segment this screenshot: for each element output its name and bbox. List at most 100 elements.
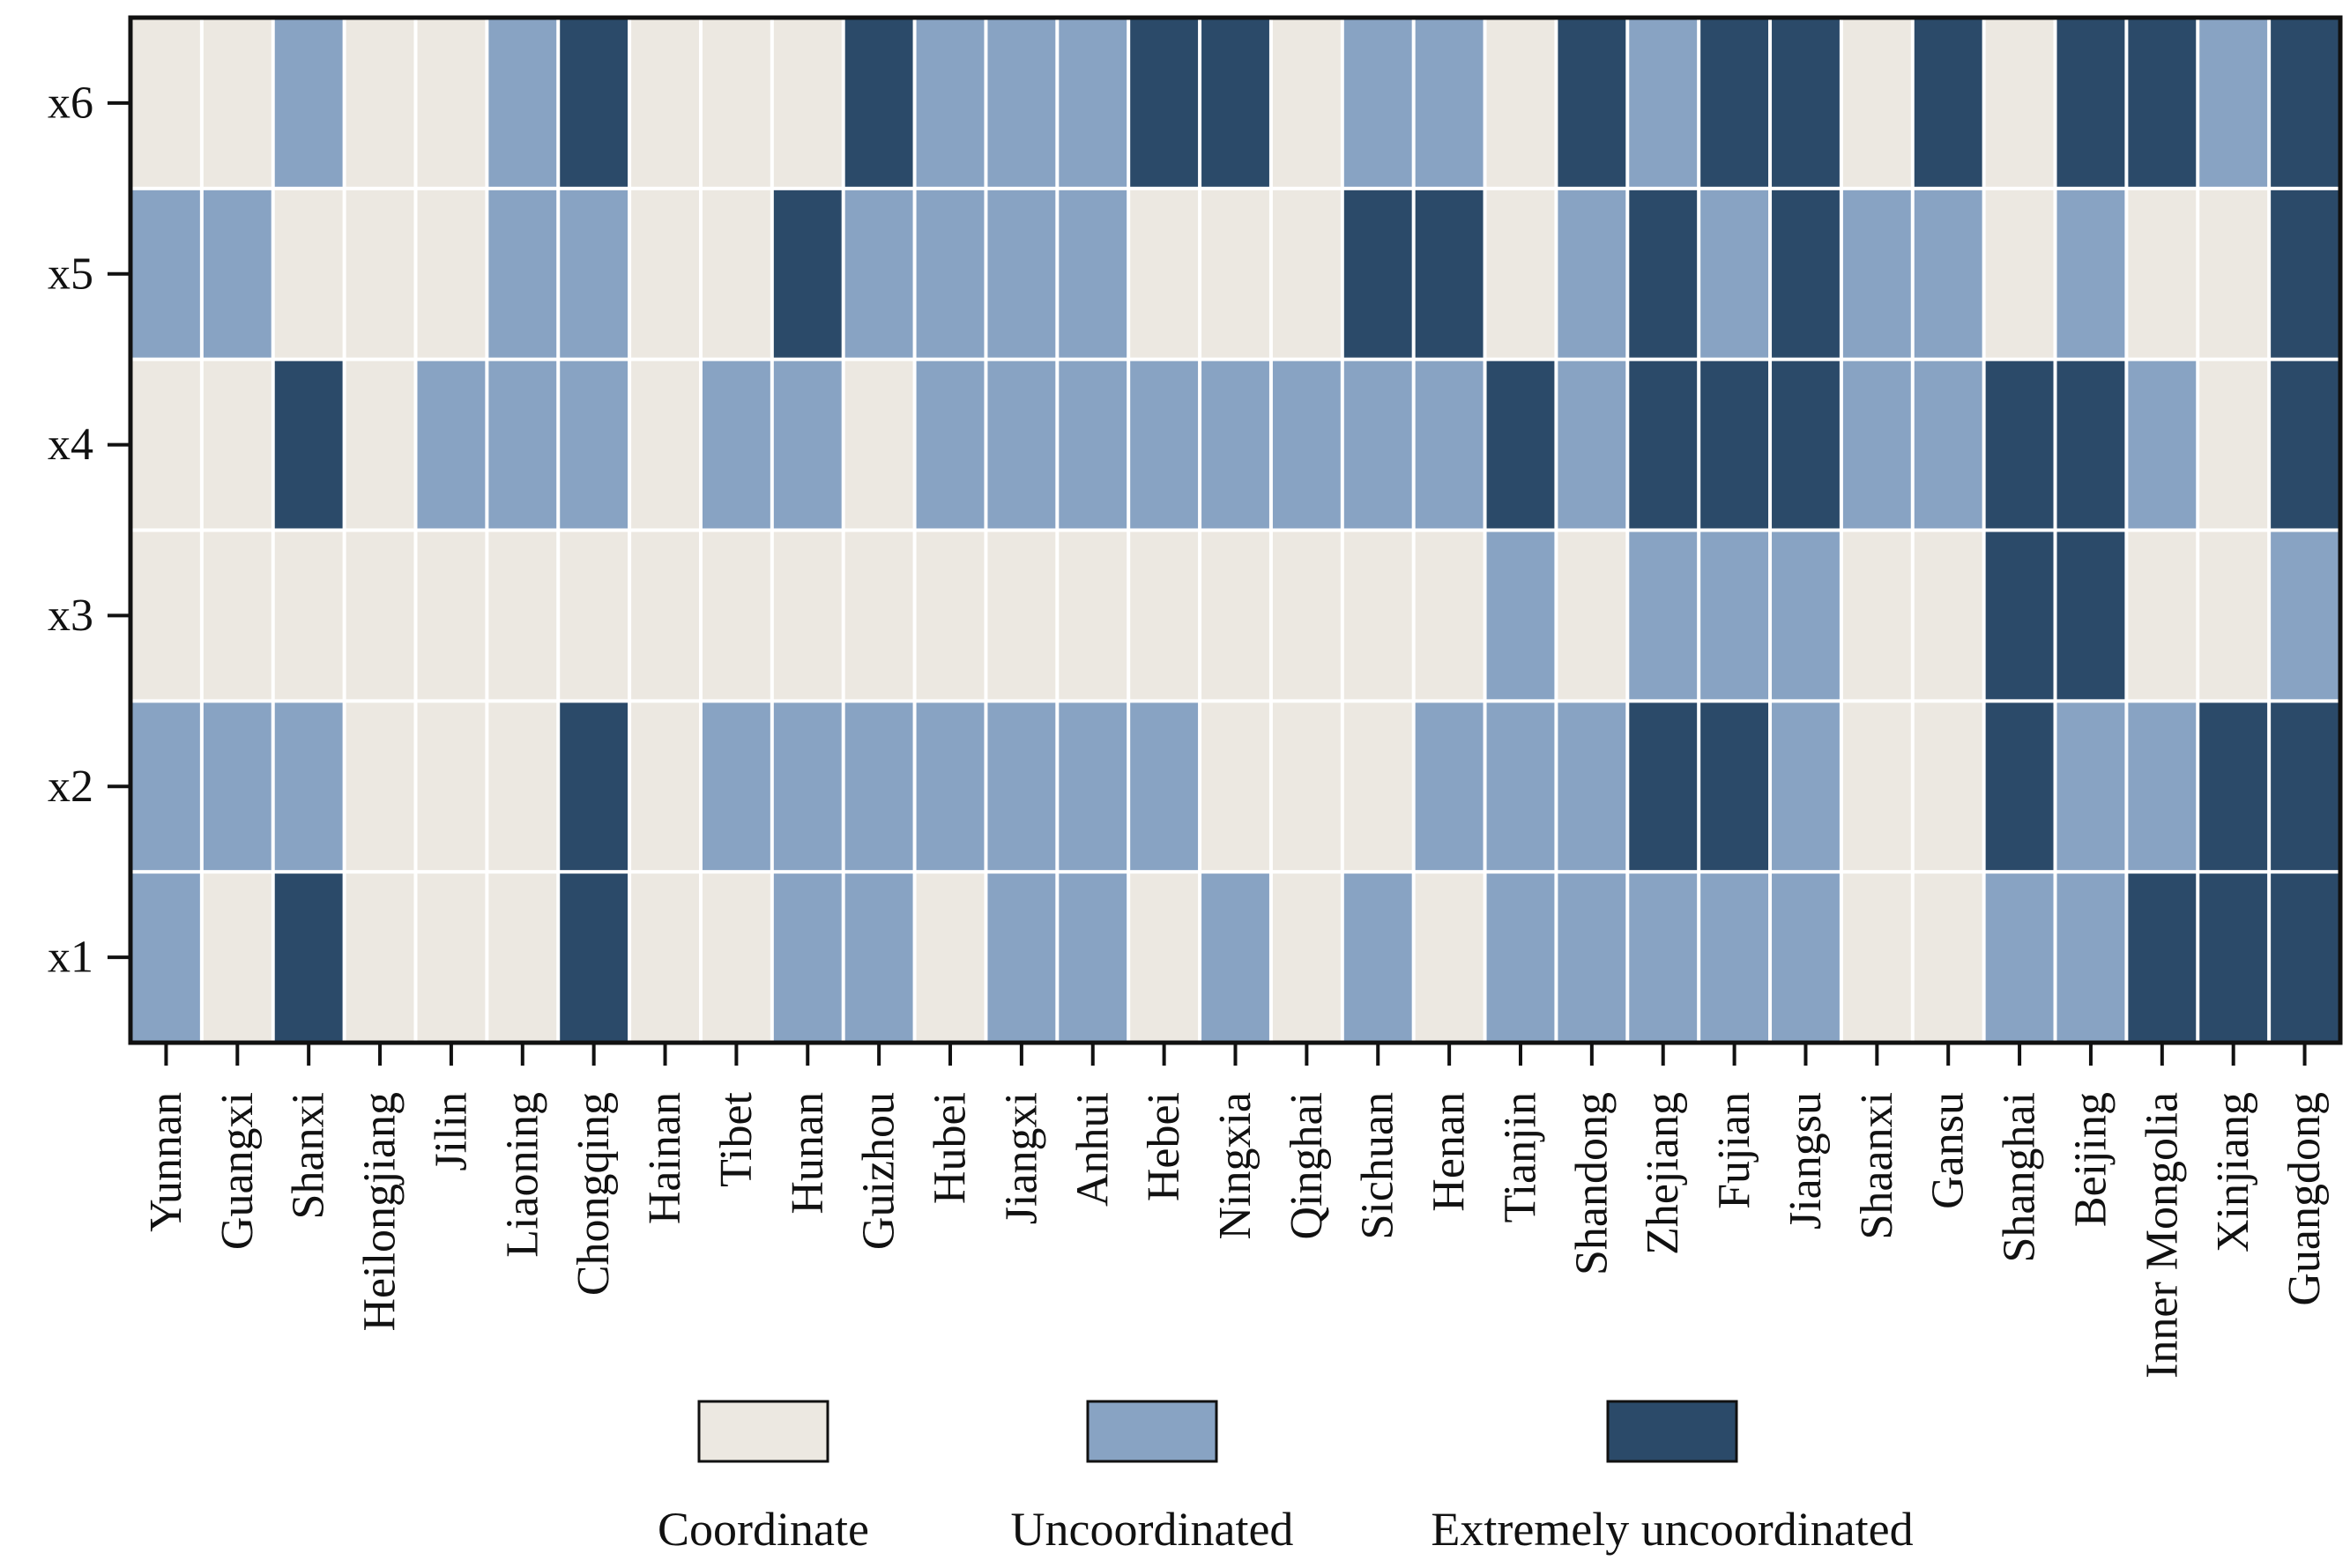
heatmap-cell-x4-yunnan: Yunnan, x4: Coordinate: [132, 360, 200, 529]
x-tick-label-tibet: Tibet: [711, 1091, 762, 1186]
heatmap-cell-x3-beijing: Beijing, x3: Extremely uncoordinated: [2056, 531, 2125, 700]
heatmap-cell-x2-gansu: Gansu, x2: Coordinate: [1914, 702, 1982, 871]
x-tick-label-shanxi: Shanxi: [284, 1092, 334, 1219]
y-tick-label-x3: x3: [48, 591, 93, 641]
heatmap-cell-x1-yunnan: Yunnan, x1: Uncoordinated: [132, 873, 200, 1041]
heatmap-cell-x1-guangdong: Guangdong, x1: Extremely uncoordinated: [2271, 873, 2339, 1041]
heatmap-cell-x1-hebei: Hebei, x1: Coordinate: [1130, 873, 1199, 1041]
x-axis: Yunnan Guangxi Shanxi Heilongjiang Jilin Liao…: [141, 1043, 2330, 1379]
heatmap-cell-x3-shaanxi: Shaanxi, x3: Coordinate: [1842, 531, 1911, 700]
heatmap-cell-x6-hunan: Hunan, x6: Coordinate: [773, 19, 842, 187]
heatmap-cell-x1-anhui: Anhui, x1: Uncoordinated: [1059, 873, 1127, 1041]
heatmap-cell-x3-gansu: Gansu, x3: Coordinate: [1914, 531, 1982, 700]
x-tick-label-guangdong: Guangdong: [2279, 1092, 2330, 1306]
heatmap-cell-x1-xinjiang: Xinjiang, x1: Extremely uncoordinated: [2199, 873, 2268, 1041]
heatmap-cell-x4-jilin: Jilin, x4: Uncoordinated: [417, 360, 486, 529]
heatmap-cell-x6-heilongjiang: Heilongjiang, x6: Coordinate: [346, 19, 414, 187]
heatmap-cell-x3-henan: Henan, x3: Coordinate: [1415, 531, 1484, 700]
x-tick-label-shanghai: Shanghai: [1995, 1092, 2045, 1263]
heatmap-cell-x6-jilin: Jilin, x6: Coordinate: [417, 19, 486, 187]
x-tick-label-shandong: Shandong: [1566, 1092, 1617, 1275]
heatmap-cell-x5-tianjin: Tianjin, x5: Coordinate: [1486, 189, 1555, 358]
y-tick-label-x6: x6: [48, 78, 93, 128]
heatmap-cell-x5-qinghai: Qinghai, x5: Coordinate: [1272, 189, 1341, 358]
heatmap-cell-x2-shandong: Shandong, x2: Uncoordinated: [1558, 702, 1626, 871]
heatmap-cell-x4-hunan: Hunan, x4: Uncoordinated: [773, 360, 842, 529]
heatmap-cell-x4-guangxi: Guangxi, x4: Coordinate: [203, 360, 271, 529]
heatmap-cell-x2-shanghai: Shanghai, x2: Extremely uncoordinated: [1985, 702, 2054, 871]
legend: Coordinate Uncoordinated Extremely uncoord…: [658, 1400, 1914, 1556]
heatmap-cell-x6-hubei: Hubei, x6: Uncoordinated: [916, 19, 985, 187]
heatmap-cell-x5-gansu: Gansu, x5: Uncoordinated: [1914, 189, 1982, 358]
heatmap-cell-x6-guangdong: Guangdong, x6: Extremely uncoordinated: [2271, 19, 2339, 187]
x-tick-label-hainan: Hainan: [640, 1092, 690, 1224]
heatmap-cell-x2-zhejiang: Zhejiang, x2: Extremely uncoordinated: [1629, 702, 1698, 871]
heatmap-cell-x1-fujian: Fujian, x1: Uncoordinated: [1700, 873, 1769, 1041]
heatmap-cell-x3-jilin: Jilin, x3: Coordinate: [417, 531, 486, 700]
heatmap-cell-x2-jilin: Jilin, x2: Coordinate: [417, 702, 486, 871]
heatmap-cell-x6-liaoning: Liaoning, x6: Uncoordinated: [488, 19, 557, 187]
heatmap-cell-x2-xinjiang: Xinjiang, x2: Extremely uncoordinated: [2199, 702, 2268, 871]
heatmap-cell-x2-shanxi: Shanxi, x2: Uncoordinated: [274, 702, 343, 871]
heatmap-cell-x2-guangxi: Guangxi, x2: Uncoordinated: [203, 702, 271, 871]
heatmap-cell-x5-jilin: Jilin, x5: Coordinate: [417, 189, 486, 358]
heatmap-cell-x6-xinjiang: Xinjiang, x6: Uncoordinated: [2199, 19, 2268, 187]
heatmap-cell-x4-inner-mongolia: Inner Mongolia, x4: Uncoordinated: [2128, 360, 2197, 529]
heatmap-cell-x2-sichuan: Sichuan, x2: Coordinate: [1343, 702, 1412, 871]
heatmap-cell-x2-henan: Henan, x2: Uncoordinated: [1415, 702, 1484, 871]
legend-label-uncoordinated: Uncoordinated: [1011, 1503, 1294, 1556]
heatmap-cell-x6-guangxi: Guangxi, x6: Coordinate: [203, 19, 271, 187]
heatmap-cell-x2-jiangxi: Jiangxi, x2: Uncoordinated: [987, 702, 1056, 871]
heatmap-cell-x5-zhejiang: Zhejiang, x5: Extremely uncoordinated: [1629, 189, 1698, 358]
heatmap-cell-x5-guizhou: Guizhou, x5: Uncoordinated: [844, 189, 913, 358]
x-tick-label-xinjiang: Xinjiang: [2208, 1092, 2258, 1252]
heatmap-cell-x3-inner-mongolia: Inner Mongolia, x3: Coordinate: [2128, 531, 2197, 700]
heatmap-cell-x3-shanxi: Shanxi, x3: Coordinate: [274, 531, 343, 700]
heatmap-cell-x1-jilin: Jilin, x1: Coordinate: [417, 873, 486, 1041]
heatmap-cell-x3-qinghai: Qinghai, x3: Coordinate: [1272, 531, 1341, 700]
heatmap-cell-x4-chongqing: Chongqing, x4: Uncoordinated: [560, 360, 628, 529]
heatmap-cell-x3-ningxia: Ningxia, x3: Coordinate: [1201, 531, 1269, 700]
heatmap-cell-x2-ningxia: Ningxia, x2: Coordinate: [1201, 702, 1269, 871]
x-tick-label-hunan: Hunan: [783, 1092, 833, 1215]
heatmap-cell-x2-fujian: Fujian, x2: Extremely uncoordinated: [1700, 702, 1769, 871]
heatmap-cell-x1-chongqing: Chongqing, x1: Extremely uncoordinated: [560, 873, 628, 1041]
heatmap-cell-x4-shaanxi: Shaanxi, x4: Uncoordinated: [1842, 360, 1911, 529]
heatmap-cell-x3-yunnan: Yunnan, x3: Coordinate: [132, 531, 200, 700]
heatmap-cell-x5-liaoning: Liaoning, x5: Uncoordinated: [488, 189, 557, 358]
heatmap-cell-x4-liaoning: Liaoning, x4: Uncoordinated: [488, 360, 557, 529]
heatmap-cell-x5-guangdong: Guangdong, x5: Extremely uncoordinated: [2271, 189, 2339, 358]
heatmap-cell-x6-shandong: Shandong, x6: Extremely uncoordinated: [1558, 19, 1626, 187]
heatmap-cell-x3-anhui: Anhui, x3: Coordinate: [1059, 531, 1127, 700]
heatmap-cell-x6-hebei: Hebei, x6: Extremely uncoordinated: [1130, 19, 1199, 187]
x-tick-label-jiangsu: Jiangsu: [1781, 1092, 1831, 1230]
heatmap-cell-x2-qinghai: Qinghai, x2: Coordinate: [1272, 702, 1341, 871]
heatmap-cell-x5-tibet: Tibet, x5: Coordinate: [702, 189, 770, 358]
heatmap-cell-x5-shanghai: Shanghai, x5: Coordinate: [1985, 189, 2054, 358]
heatmap-cell-x2-hubei: Hubei, x2: Uncoordinated: [916, 702, 985, 871]
heatmap-cell-x6-jiangsu: Jiangsu, x6: Extremely uncoordinated: [1772, 19, 1840, 187]
x-tick-label-fujian: Fujian: [1709, 1092, 1759, 1209]
x-tick-label-tianjin: Tianjin: [1495, 1092, 1545, 1222]
heatmap-cell-x6-jiangxi: Jiangxi, x6: Uncoordinated: [987, 19, 1056, 187]
heatmap-cell-x3-fujian: Fujian, x3: Uncoordinated: [1700, 531, 1769, 700]
heatmap-cell-x3-liaoning: Liaoning, x3: Coordinate: [488, 531, 557, 700]
heatmap-cell-x4-hebei: Hebei, x4: Uncoordinated: [1130, 360, 1199, 529]
heatmap-cell-x6-henan: Henan, x6: Uncoordinated: [1415, 19, 1484, 187]
heatmap-cell-x1-shaanxi: Shaanxi, x1: Coordinate: [1842, 873, 1911, 1041]
heatmap-cell-x3-tianjin: Tianjin, x3: Uncoordinated: [1486, 531, 1555, 700]
heatmap-cell-x3-shanghai: Shanghai, x3: Extremely uncoordinated: [1985, 531, 2054, 700]
heatmap-cell-x4-shandong: Shandong, x4: Uncoordinated: [1558, 360, 1626, 529]
heatmap-cell-x3-sichuan: Sichuan, x3: Coordinate: [1343, 531, 1412, 700]
heatmap-cell-x3-jiangxi: Jiangxi, x3: Coordinate: [987, 531, 1056, 700]
heatmap-cell-x6-yunnan: Yunnan, x6: Coordinate: [132, 19, 200, 187]
heatmap-cell-x6-sichuan: Sichuan, x6: Uncoordinated: [1343, 19, 1412, 187]
plot-background: [130, 18, 2340, 1043]
heatmap-cell-x6-fujian: Fujian, x6: Extremely uncoordinated: [1700, 19, 1769, 187]
heatmap-cell-x6-hainan: Hainan, x6: Coordinate: [631, 19, 699, 187]
heatmap-cell-x5-beijing: Beijing, x5: Uncoordinated: [2056, 189, 2125, 358]
heatmap-cell-x4-jiangxi: Jiangxi, x4: Uncoordinated: [987, 360, 1056, 529]
heatmap-cell-x1-ningxia: Ningxia, x1: Uncoordinated: [1201, 873, 1269, 1041]
heatmap-cell-x5-hainan: Hainan, x5: Coordinate: [631, 189, 699, 358]
